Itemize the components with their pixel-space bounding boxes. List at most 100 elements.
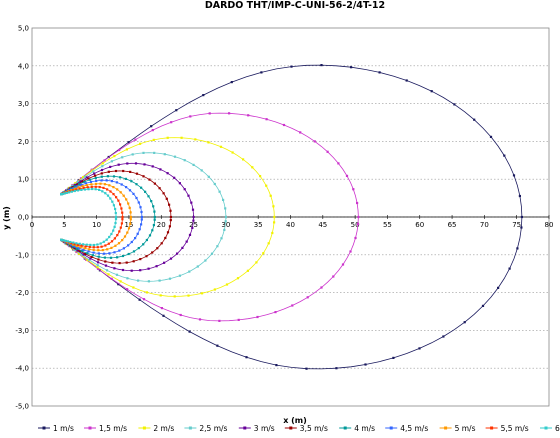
legend-item: 5 m/s (439, 424, 476, 433)
data-point (136, 232, 139, 235)
data-point (337, 162, 340, 165)
data-point (134, 162, 138, 165)
data-point (101, 165, 104, 168)
data-point (107, 242, 110, 245)
data-point (127, 227, 131, 230)
data-point (138, 298, 141, 301)
data-point (63, 192, 66, 195)
data-point (272, 205, 275, 208)
data-point (196, 265, 199, 268)
data-point (207, 141, 210, 144)
data-point (106, 194, 110, 197)
data-point (113, 267, 116, 270)
data-point (87, 177, 90, 180)
data-point (132, 260, 135, 263)
data-point (207, 175, 210, 178)
data-point (166, 136, 169, 139)
data-point (117, 199, 120, 202)
legend-marker (444, 426, 448, 430)
data-point (92, 248, 95, 251)
data-point (71, 243, 75, 246)
data-point (73, 245, 76, 248)
data-point (137, 279, 140, 282)
data-point (150, 200, 153, 203)
data-point (121, 156, 124, 159)
data-point (77, 180, 80, 183)
data-point (71, 245, 74, 248)
data-point (127, 141, 130, 144)
data-point (219, 145, 223, 148)
data-point (345, 174, 349, 177)
data-point (70, 243, 73, 246)
data-point (169, 215, 172, 219)
data-point (75, 185, 78, 188)
data-point (256, 315, 259, 319)
data-point (127, 252, 130, 256)
data-point (103, 159, 106, 162)
legend-label: 6 m/s (555, 424, 560, 433)
data-point (166, 172, 169, 175)
data-point (242, 158, 245, 161)
data-point (83, 247, 86, 250)
data-point (520, 226, 523, 229)
data-point (86, 186, 89, 189)
data-point (96, 264, 99, 267)
data-point (378, 71, 381, 74)
data-point (139, 206, 142, 209)
data-point (78, 187, 82, 190)
legend-item: 2 m/s (138, 424, 174, 433)
data-point (142, 175, 145, 178)
data-point (169, 257, 173, 260)
data-point (183, 159, 186, 162)
y-tick-label: 0,0 (18, 214, 29, 222)
x-tick-label: 70 (480, 221, 489, 229)
series-group (60, 64, 523, 370)
data-point (94, 182, 98, 185)
data-point (82, 248, 85, 251)
data-point (114, 221, 117, 225)
legend-marker (42, 426, 46, 430)
data-point (173, 295, 176, 298)
data-point (169, 209, 172, 212)
data-point (73, 185, 76, 188)
data-point (72, 241, 75, 244)
data-point (231, 151, 234, 154)
legend-item: 5,5 m/s (485, 424, 529, 433)
data-point (80, 183, 83, 187)
legend-label: 1,5 m/s (99, 424, 127, 433)
x-tick-label: 80 (545, 221, 554, 229)
legend-label: 4,5 m/s (400, 424, 428, 433)
data-point (80, 253, 83, 256)
legend-label: 4 m/s (354, 424, 375, 433)
data-point (101, 249, 104, 252)
data-point (80, 249, 83, 253)
data-point (118, 230, 121, 233)
data-point (178, 182, 181, 185)
legend-marker (188, 426, 192, 430)
data-point (228, 112, 231, 115)
y-tick-labels: 5,0 4,0 3,0 2,0 1,0 0,0 -1,0 -2,0 -3,0 -4,0 -5,0 (15, 25, 29, 411)
data-point (187, 294, 190, 297)
data-point (237, 318, 240, 321)
data-point (143, 163, 146, 166)
x-tick-label: 20 (157, 221, 166, 229)
data-point (117, 283, 120, 286)
data-point (152, 138, 155, 141)
data-point (291, 304, 294, 307)
legend-label: 2,5 m/s (199, 424, 227, 433)
data-point (121, 211, 124, 214)
data-point (489, 135, 493, 138)
data-point (60, 238, 63, 241)
x-tick-label: 35 (254, 221, 263, 229)
data-point (153, 182, 156, 185)
data-point (140, 186, 143, 189)
data-point (176, 252, 179, 255)
data-point (105, 179, 108, 182)
data-point (122, 194, 125, 197)
data-point (130, 269, 133, 272)
legend-item: 1 m/s (38, 424, 74, 433)
legend-label: 3 m/s (254, 424, 275, 433)
data-point (139, 269, 142, 272)
data-point (512, 174, 516, 177)
